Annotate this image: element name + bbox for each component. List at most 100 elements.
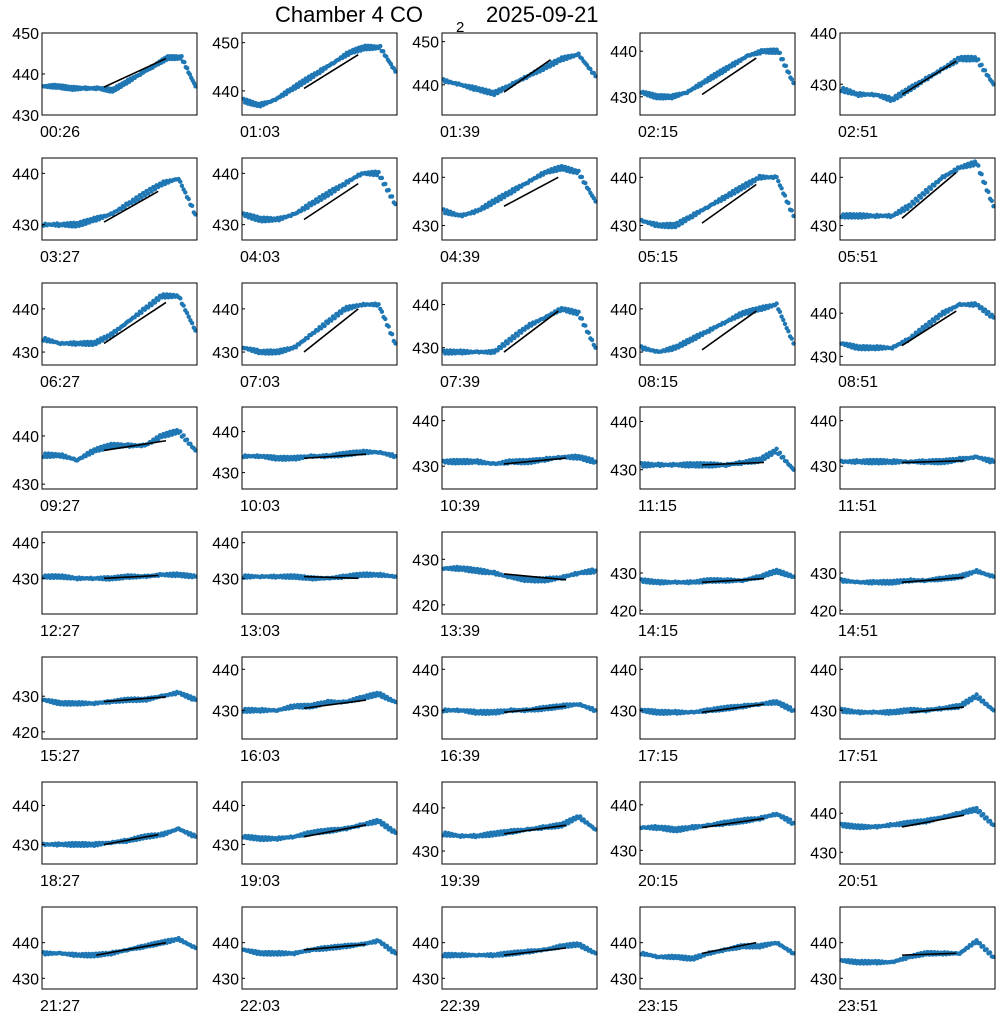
data-point [135,312,141,318]
data-point [502,343,507,348]
data-point [783,63,789,68]
data-point [184,437,190,442]
data-point [525,325,531,330]
data-point [83,221,88,226]
y-tick-label: 440 [610,798,637,815]
data-point [263,219,268,224]
data-point [982,68,988,73]
data-point [393,69,398,74]
data-point [381,821,386,826]
data-point [393,830,398,835]
y-tick-label: 440 [412,414,439,431]
y-tick-label: 430 [12,971,39,988]
data-point [97,340,102,345]
data-point [977,695,983,700]
data-point [498,197,504,202]
y-tick-label: 440 [610,662,637,679]
panel: 430 440 02:15 [610,32,796,141]
panel: 430 440 10:39 [412,406,598,515]
data-point [976,163,981,168]
y-tick-label: 440 [212,936,239,953]
y-tick-label: 440 [810,662,837,679]
fit-line [901,814,965,828]
panel: 430 440 20:15 [610,781,796,890]
y-tick-label: 430 [12,345,39,362]
panel-time-label: 19:39 [440,873,480,890]
panel-time-label: 22:03 [240,998,280,1014]
data-point [132,199,137,204]
data-point [551,62,556,67]
data-point [918,195,924,200]
data-point [784,815,789,821]
data-point [481,206,487,211]
data-point [554,168,559,173]
data-point [576,168,581,174]
data-point [987,818,993,824]
panel: 430 440 04:39 [412,157,598,266]
panel: 440 450 01:39 [412,32,598,141]
y-tick-label: 440 [12,536,39,553]
data-point [108,441,114,447]
data-point [381,49,386,54]
data-point [465,565,470,570]
data-point [841,85,846,91]
panel: 430 440 08:51 [810,282,996,391]
data-point [586,456,591,461]
data-point [376,302,381,307]
fit-line [303,699,367,710]
data-point [244,211,250,217]
data-point [669,225,675,230]
axes-box [41,282,198,366]
y-tick-label: 420 [610,603,637,620]
data-point [693,336,698,342]
data-point [588,66,593,72]
data-point [112,441,117,447]
y-tick-label: 440 [212,84,239,101]
panel-time-label: 17:15 [638,748,678,765]
data-point [319,197,324,202]
fit-line [303,824,367,838]
data-point [393,699,398,705]
panel-time-label: 07:03 [240,374,280,391]
axes-box [241,531,398,615]
data-point [373,169,378,174]
data-point [679,343,685,348]
y-tick-label: 430 [810,349,837,366]
data-point [784,703,789,708]
y-tick-label: 430 [810,566,837,583]
data-point [856,215,861,220]
data-point [857,212,863,217]
data-point [982,180,988,186]
panel: 430 440 16:39 [412,656,598,765]
panel: 430 440 21:27 [12,906,198,1014]
data-point [129,201,134,206]
data-point [787,817,793,822]
y-tick-label: 430 [810,459,837,476]
panel-time-label: 07:39 [440,374,480,391]
fit-line [901,60,957,96]
fit-line [103,57,167,88]
panel-time-label: 08:15 [638,374,678,391]
data-point [986,309,991,315]
fit-line [103,301,167,345]
panel-time-label: 13:03 [240,623,280,640]
data-point [745,183,751,188]
data-point [683,218,688,224]
data-point [311,74,316,80]
data-point [97,448,102,453]
fit-line [701,461,765,466]
data-point [166,433,171,438]
data-point [925,189,930,195]
data-point [325,320,331,326]
fit-line [103,439,167,452]
panel: 430 440 16:03 [212,656,398,765]
fit-line [503,705,567,714]
panel-time-label: 20:15 [638,873,678,890]
data-point [745,311,751,316]
data-point [93,341,99,347]
axes-box [41,781,198,865]
data-point [86,452,92,457]
y-tick-label: 420 [810,603,837,620]
y-tick-label: 440 [810,170,837,187]
y-tick-label: 430 [412,552,439,569]
